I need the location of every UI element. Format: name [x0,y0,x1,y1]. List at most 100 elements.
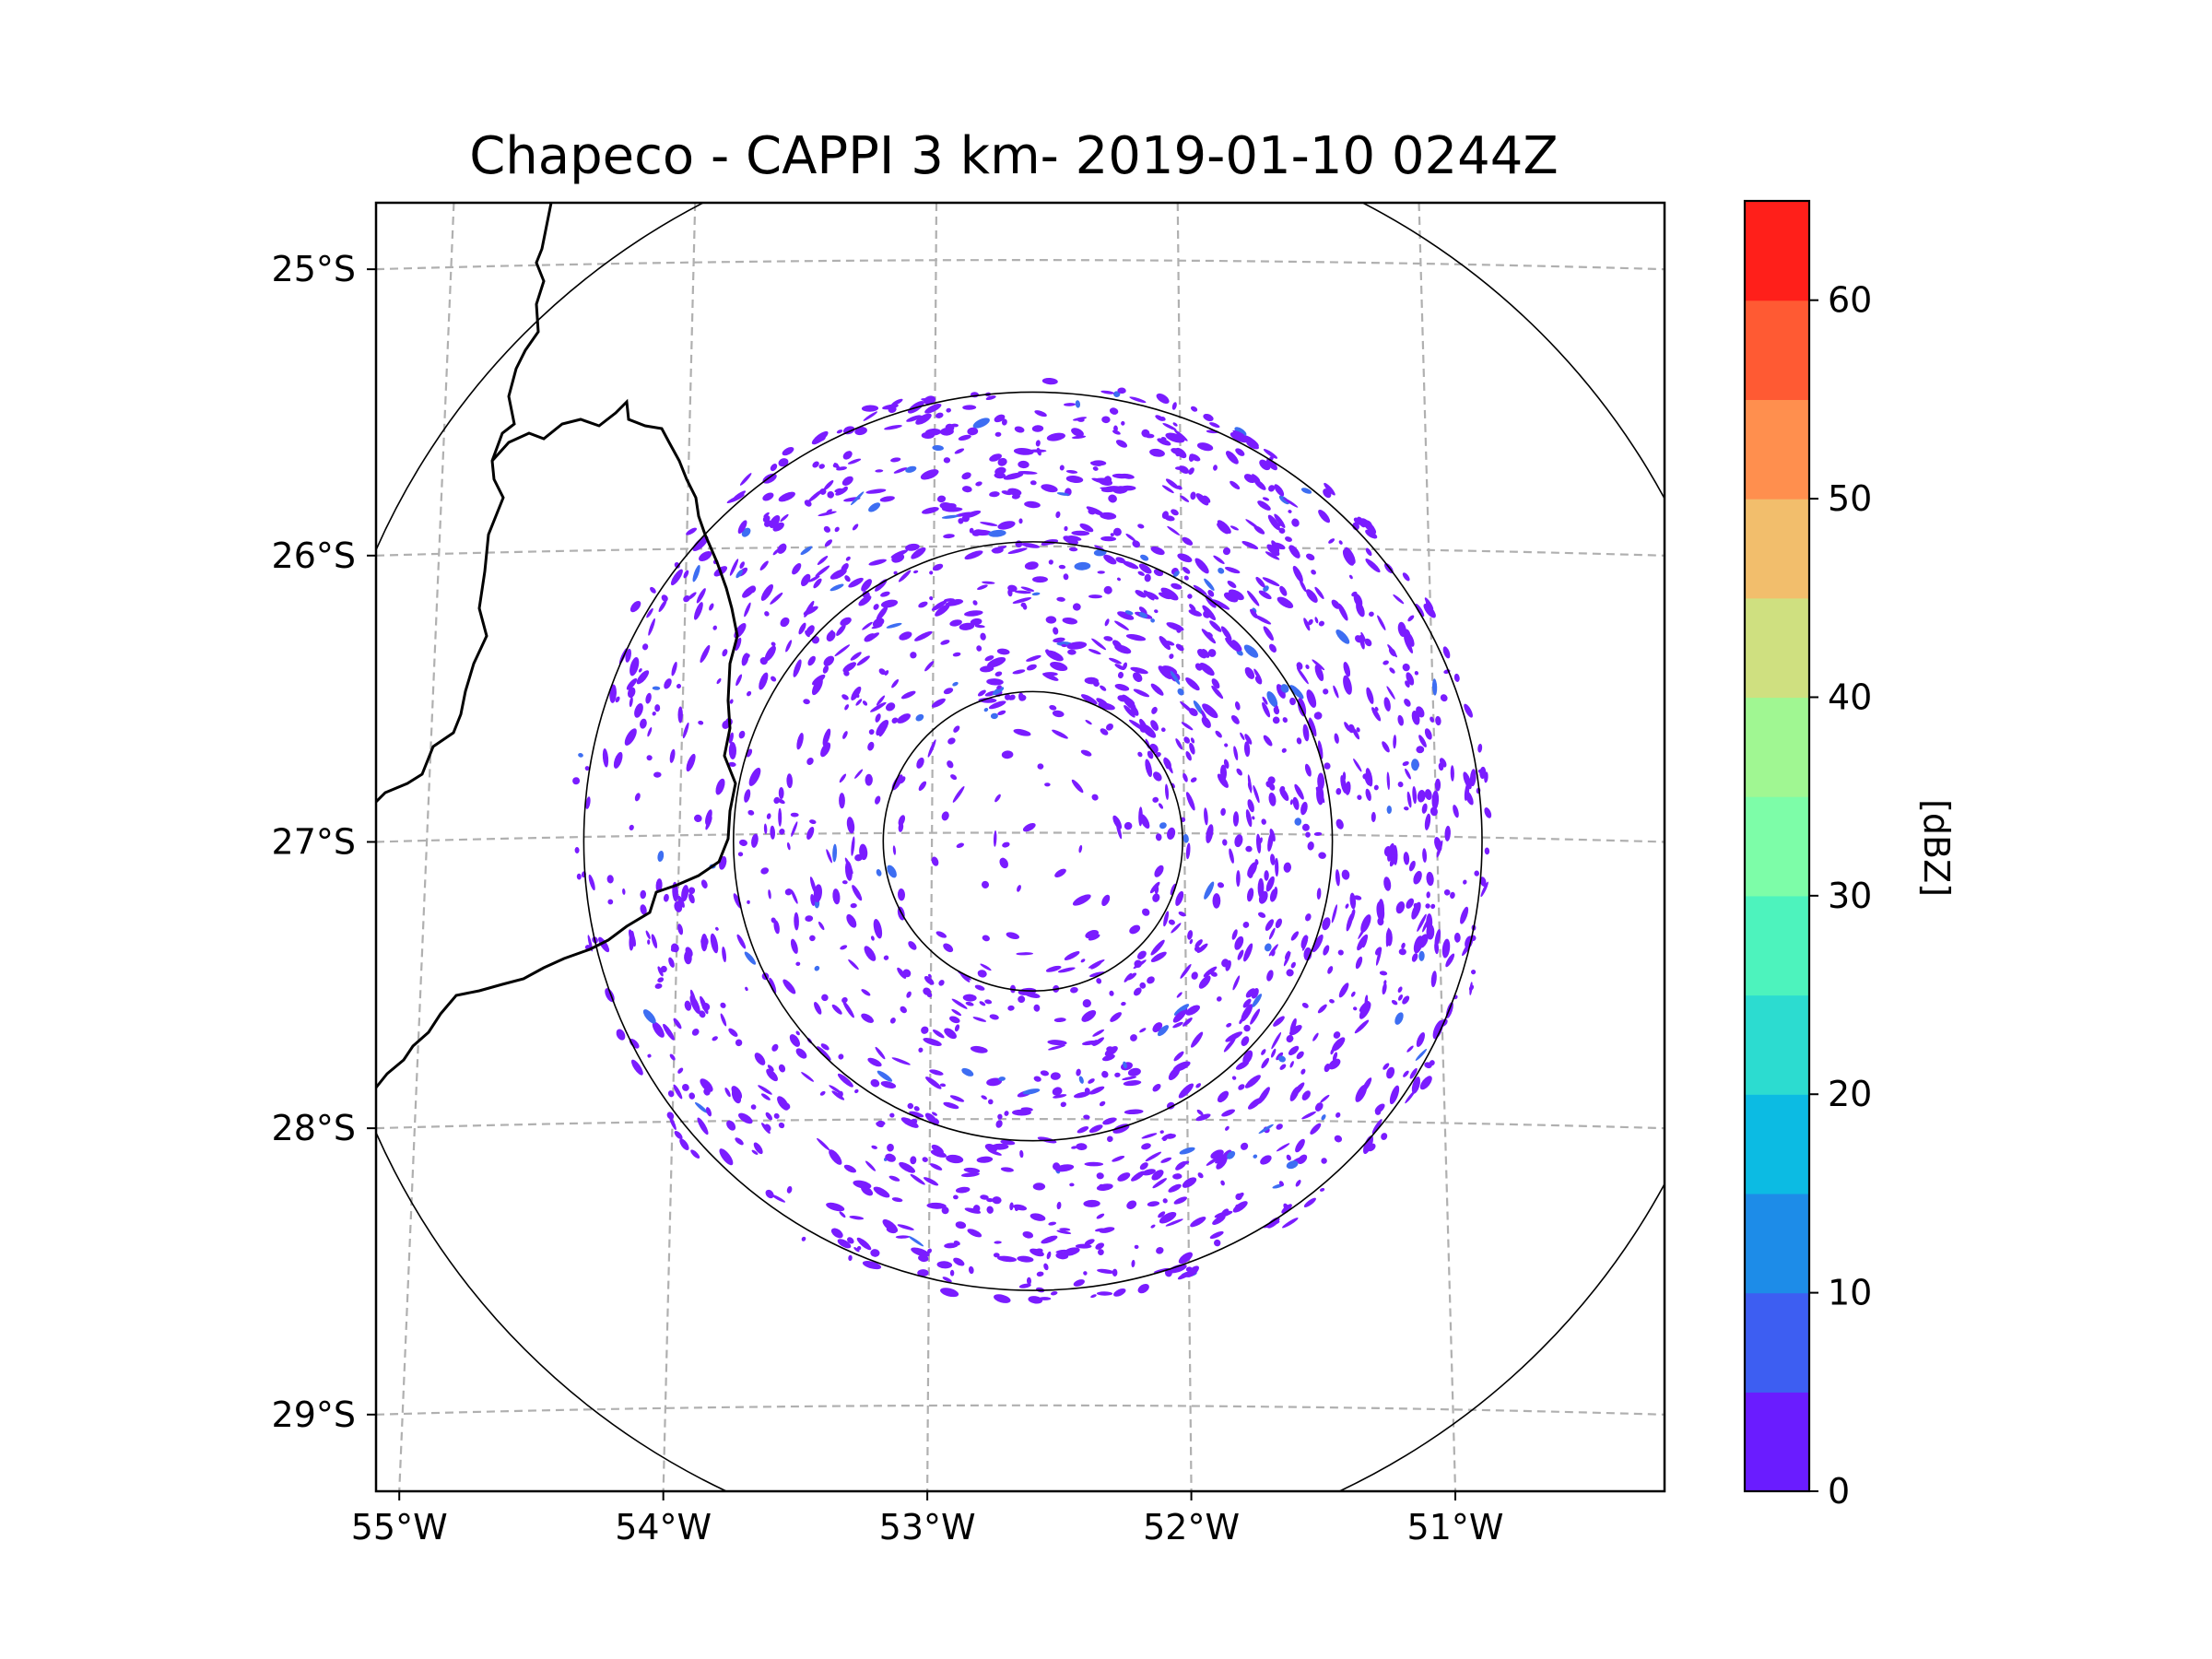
echo-cell [1038,1297,1052,1300]
echo-cell [1262,577,1280,587]
echo-cell [1242,998,1252,1008]
echo-cell [1193,700,1204,715]
echo-cell [847,458,862,465]
echo-cell [1071,1146,1077,1149]
echo-cell [1317,772,1325,791]
echo-cell [1355,956,1363,970]
echo-cell [1470,969,1477,975]
echo-cell [1371,811,1376,823]
echo-cell [986,1197,994,1203]
echo-cell [1133,688,1150,698]
echo-cell [1290,931,1300,941]
echo-cell [1119,485,1136,491]
echo-cell [1316,888,1322,900]
echo-cell [950,774,958,781]
echo-cell [800,546,813,556]
echo-cell [1085,720,1092,725]
echo-cell [689,989,697,1007]
echo-cell [1331,599,1340,609]
echo-cell [736,934,747,949]
echo-cell [873,1186,890,1198]
echo-cell [892,845,896,855]
echo-cell [771,1194,786,1203]
echo-cell [1225,1031,1243,1042]
echo-cell [1217,520,1231,534]
echo-cell [1267,776,1276,784]
echo-cell [1355,1084,1368,1102]
echo-cell [994,414,1006,423]
echo-cell [720,1002,726,1008]
echo-cell [1431,678,1438,696]
echo-cell [572,777,581,785]
echo-cell [790,812,799,818]
echo-cell [700,1078,713,1092]
echo-cell [1401,942,1406,949]
colorbar-tick-label: 0 [1828,1471,1850,1512]
echo-cell [705,809,712,825]
echo-cell [1411,901,1421,920]
echo-cell [715,926,719,931]
echo-cell [972,600,978,606]
echo-cell [1261,818,1266,825]
echo-cell [1335,629,1350,644]
echo-cell [949,1016,960,1024]
echo-cell [889,1018,896,1024]
echo-cell [1026,664,1037,671]
echo-cell [1217,1090,1230,1103]
echo-cell [1147,750,1154,759]
echo-cell [1132,540,1140,548]
echo-cell [882,1218,899,1233]
echo-cell [771,676,777,682]
echo-cell [998,1077,1006,1081]
echo-cell [1301,1111,1317,1120]
echo-cell [932,1030,945,1039]
echo-cell [1101,1053,1115,1062]
echo-cell [1068,547,1078,552]
echo-cell [1356,727,1360,733]
echo-cell [1345,903,1349,909]
echo-cell [654,704,661,712]
echo-cell [631,1059,643,1076]
echo-cell [629,1038,640,1049]
echo-cell [1093,477,1109,482]
echo-cell [845,556,851,561]
echo-cell [954,448,965,454]
echo-cell [1197,1172,1204,1179]
echo-cell [1100,486,1121,493]
echo-cell [762,492,774,501]
echo-cell [758,1085,772,1095]
echo-cell [1007,1005,1015,1011]
echo-cell [1188,609,1203,617]
echo-cell [1065,475,1084,484]
echo-cell [1245,809,1253,828]
echo-cell [1335,1112,1341,1118]
echo-cell [1266,690,1278,708]
echo-cell [658,599,667,613]
echo-cell [1231,929,1238,940]
echo-cell [925,1077,942,1089]
echo-cell [1158,592,1171,600]
echo-cell [1259,459,1271,471]
echo-cell [1254,859,1259,865]
echo-cell [1182,567,1191,574]
echo-cell [1195,1113,1211,1122]
echo-cell [1149,448,1165,457]
echo-cell [823,480,834,490]
echo-cell [1064,525,1068,532]
echo-cell [1063,1247,1080,1256]
echo-cell [861,989,871,996]
echo-cell [940,640,950,645]
echo-cell [786,1185,793,1194]
echo-cell [794,912,799,931]
echo-cell [920,469,939,480]
echo-cell [1383,697,1391,712]
echo-cell [1395,900,1406,914]
echo-cell [1175,738,1183,750]
echo-cell [1003,472,1024,480]
echo-cell [1007,488,1022,496]
echo-cell [1212,893,1221,909]
echo-cell [1083,1271,1088,1276]
echo-cell [1247,590,1260,606]
echo-cell [1353,1006,1358,1011]
echo-cell [682,722,689,739]
